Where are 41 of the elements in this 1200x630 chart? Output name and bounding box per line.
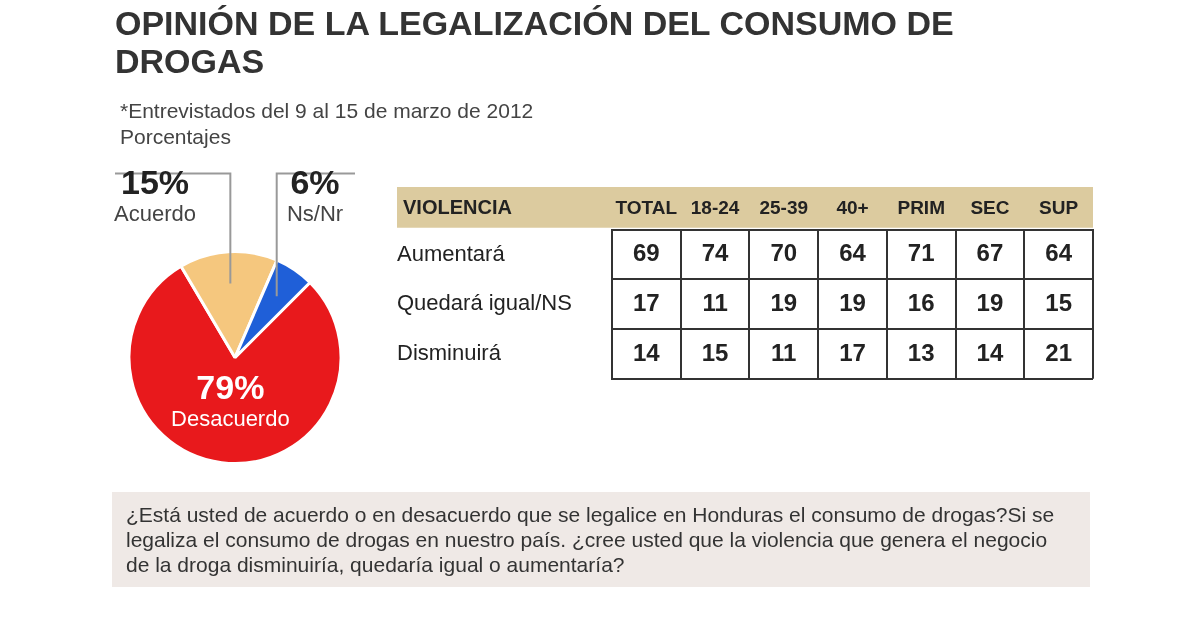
data-label: 16 [907,288,935,316]
data-label: 15 [1045,288,1072,316]
data-label: 11 [771,338,797,366]
data-label: 11 [702,288,728,316]
data-label: 21 [1045,338,1072,366]
data-label: 6% [290,162,340,201]
data-label: 17 [839,338,866,366]
data-label: 74 [701,239,730,267]
x-tick-label: 18-24 [690,196,740,218]
data-label: 69 [633,239,660,267]
data-label: 17 [633,288,660,316]
y-axis-title: VIOLENCIA [403,195,512,218]
slice-label: Desacuerdo [171,406,290,432]
data-label: 79% [196,368,265,407]
data-label: 19 [976,288,1004,316]
data-label: 67 [976,239,1004,267]
data-label: 64 [839,239,867,267]
data-label: 19 [770,288,798,316]
data-label: 14 [976,338,1004,366]
x-tick-label: 25-39 [759,196,809,218]
text: OPINIÓN DE LA LEGALIZACIÓN DEL CONSUMO DE DROGAS [115,4,955,80]
y-tick-label: Quedará igual/NS [397,290,572,316]
x-tick-label: SUP [1039,196,1079,218]
slice-label: Ns/Nr [286,200,344,226]
y-tick-label: Aumentará [397,240,506,266]
data-label: 13 [907,338,935,366]
x-tick-label: 40+ [836,196,869,218]
chart-subtitle: *Entrevistados del 9 al 15 de marzo de 2012 Porcentajes [120,98,534,150]
x-tick-label: TOTAL [615,196,678,218]
text: ¿Está usted de acuerdo o en desacuerdo que se legalice en Honduras el consumo de drogas?Si se legaliza el consumo de drogas en nuestro país. ¿cree usted que la violencia que genera el negocio de la droga disminuiría, quedaría igual o aumentaría? [112,492,1090,587]
data-label: 70 [770,239,798,267]
data-label: 71 [907,239,935,267]
y-tick-label: Disminuirá [397,340,502,366]
data-label: 15% [120,162,190,201]
data-label: 19 [839,288,866,316]
data-label: 15 [701,338,729,366]
x-tick-label: SEC [970,196,1010,218]
x-tick-label: PRIM [897,196,945,218]
data-label: 14 [633,338,661,366]
data-label: 64 [1045,239,1073,267]
slice-label: Acuerdo [114,200,196,226]
